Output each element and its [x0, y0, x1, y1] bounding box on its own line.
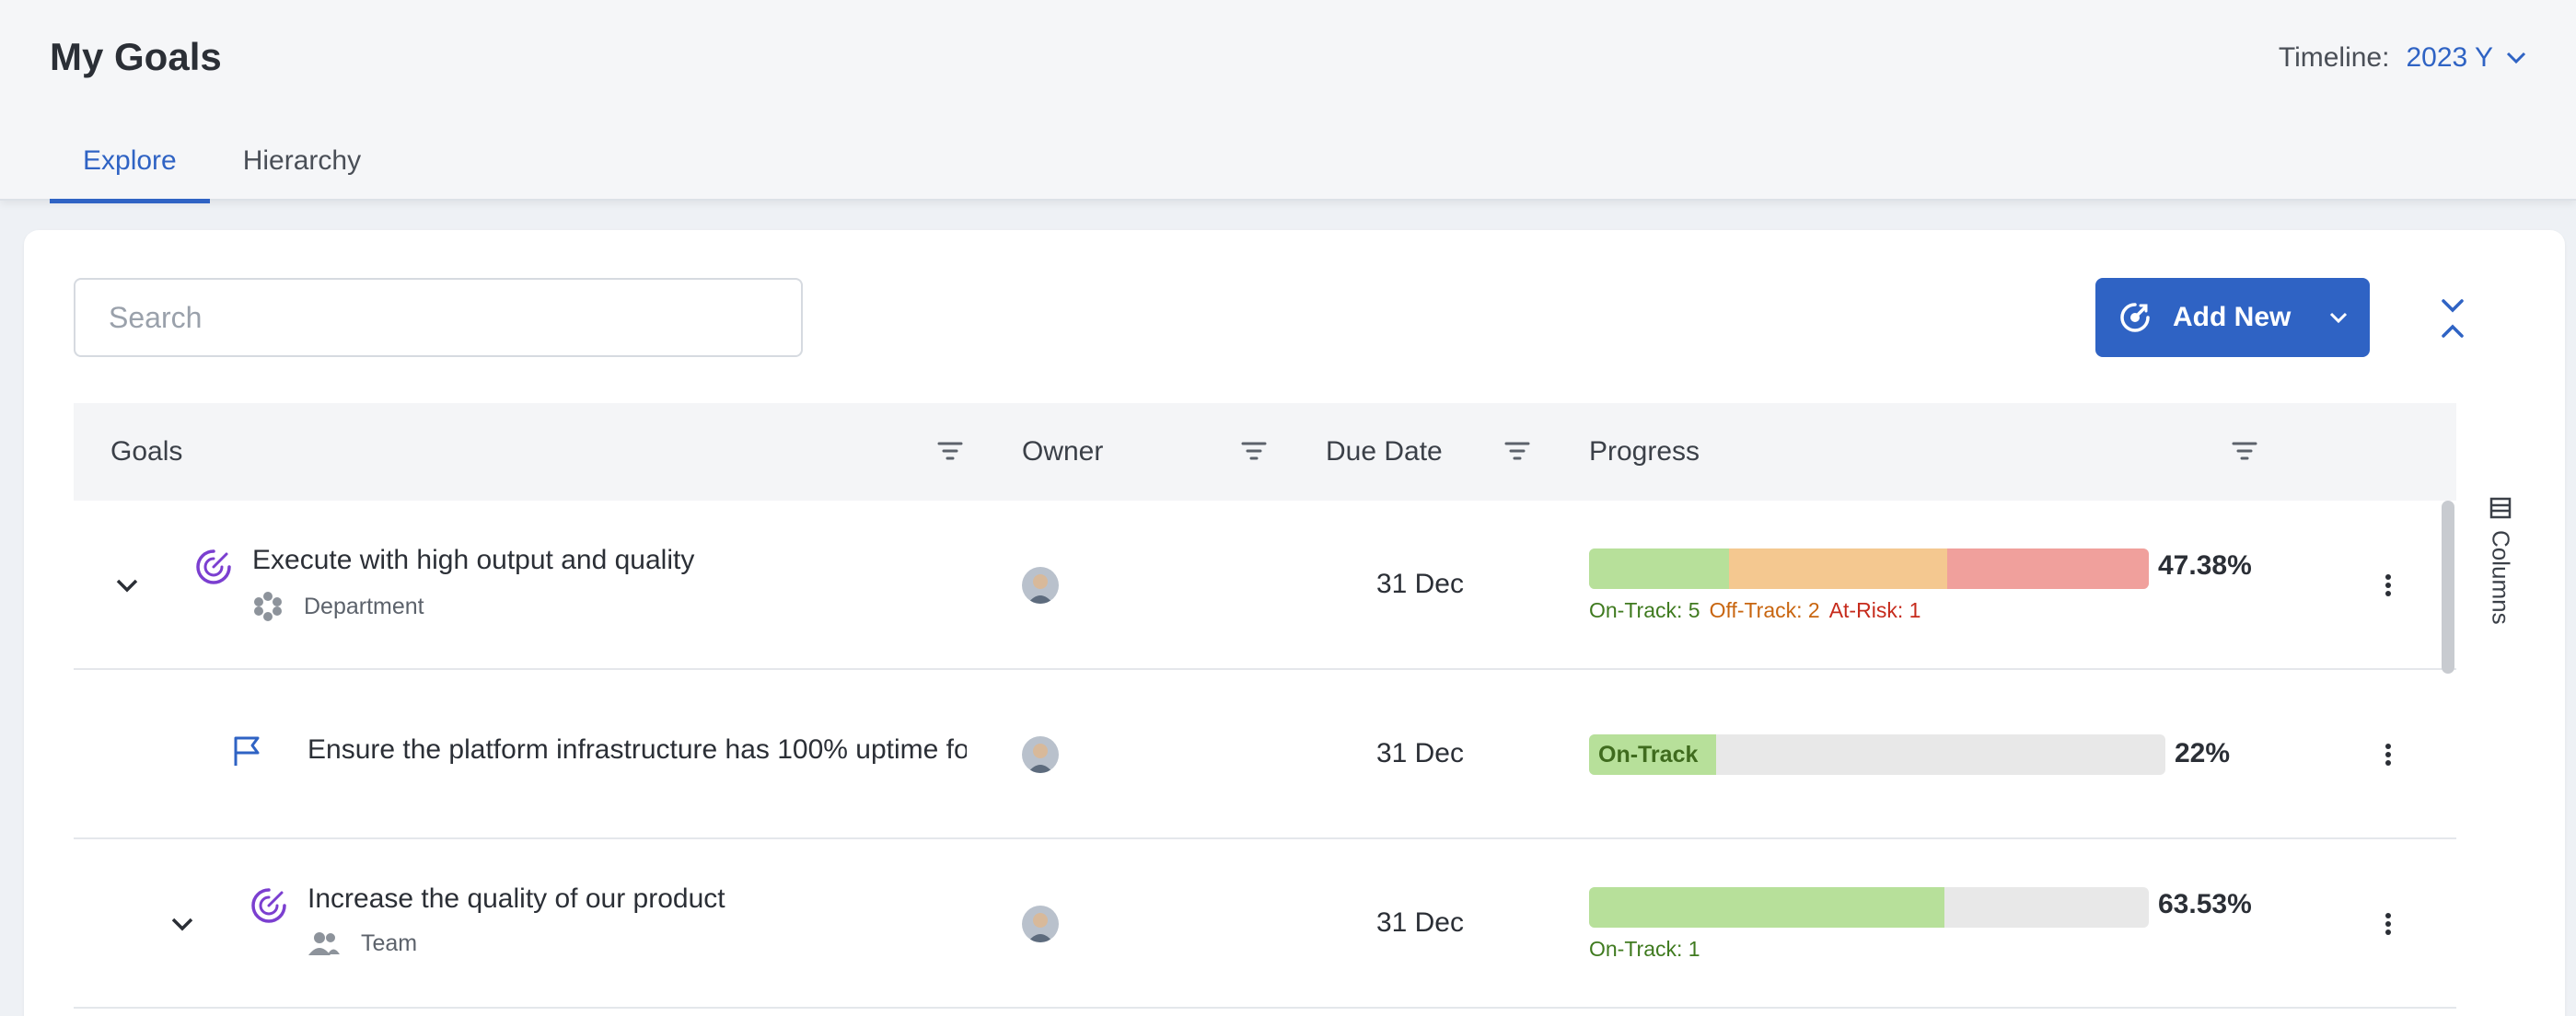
chevron-down-icon [2329, 312, 2348, 323]
progress-segment-on-track: On-Track [1589, 734, 1716, 775]
more-vertical-icon [2385, 744, 2391, 766]
goal-target-icon [251, 888, 286, 923]
progress-bar [1589, 887, 2149, 928]
timeline-value: 2023 Y [2406, 42, 2493, 73]
goal-title[interactable]: Increase the quality of our product [307, 883, 725, 914]
progress-percent: 22% [2175, 738, 2231, 768]
goal-target-icon [196, 549, 231, 584]
row-menu-button[interactable] [2370, 563, 2407, 607]
expand-toggle[interactable] [164, 906, 201, 942]
progress-status-label: On-Track [1598, 741, 1699, 768]
column-header-goals[interactable]: Goals [110, 436, 183, 467]
filter-icon[interactable] [2230, 436, 2259, 466]
due-date: 31 Dec [1375, 907, 1464, 938]
goal-title[interactable]: Ensure the platform infrastructure has 1… [307, 734, 967, 765]
add-new-button[interactable]: Add New [2095, 278, 2370, 357]
avatar[interactable] [1022, 736, 1059, 773]
chevron-down-icon [171, 918, 193, 931]
expand-toggle[interactable] [109, 567, 145, 604]
chevron-down-icon [2506, 52, 2526, 64]
columns-panel-toggle[interactable]: Columns [2473, 497, 2528, 653]
table-row[interactable]: Increase the quality of our product Team… [74, 839, 2456, 1009]
columns-icon [2489, 497, 2512, 519]
collapse-all-button[interactable] [2427, 293, 2478, 344]
table-header: Goals Owner Due Date Progress [74, 403, 2456, 501]
legend-off-track: Off-Track: 2 [1709, 598, 1820, 622]
team-icon [308, 932, 340, 955]
progress-legend: On-Track: 5 Off-Track: 2 At-Risk: 1 [1589, 598, 1920, 623]
columns-label: Columns [2487, 530, 2515, 625]
goal-title[interactable]: Execute with high output and quality [252, 545, 695, 575]
more-vertical-icon [2385, 574, 2391, 596]
legend-on-track: On-Track: 5 [1589, 598, 1700, 622]
due-date: 31 Dec [1375, 569, 1464, 599]
progress-bar: On-Track [1589, 734, 2165, 775]
table-row[interactable]: Execute with high output and quality Dep… [74, 501, 2456, 670]
collapse-all-icon [2442, 299, 2464, 338]
add-goal-icon [2120, 303, 2150, 332]
scrollbar-thumb[interactable] [2442, 501, 2454, 674]
add-new-label: Add New [2173, 302, 2292, 332]
chevron-down-icon [116, 579, 138, 593]
flag-icon [234, 736, 260, 766]
progress-segment-on-track [1589, 548, 1729, 589]
progress-percent: 47.38% [2158, 550, 2252, 581]
progress-percent: 63.53% [2158, 889, 2252, 919]
progress-segment-off-track [1729, 548, 1948, 589]
goal-owner-type: Department [252, 591, 424, 622]
goal-subtitle: Department [304, 593, 424, 619]
filter-icon[interactable] [1503, 436, 1532, 466]
table-row[interactable]: Ensure the platform infrastructure has 1… [74, 670, 2456, 839]
tab-bar: Explore Hierarchy [50, 138, 394, 203]
goal-subtitle: Team [361, 929, 418, 956]
column-header-owner[interactable]: Owner [1022, 436, 1104, 467]
more-vertical-icon [2385, 913, 2391, 935]
page-title: My Goals [50, 35, 222, 78]
goals-card: Add New Goals Owner Due Date Progress [24, 230, 2565, 1016]
column-header-due-date[interactable]: Due Date [1326, 436, 1443, 467]
tab-hierarchy[interactable]: Hierarchy [242, 145, 362, 176]
tab-explore[interactable]: Explore [50, 138, 210, 203]
progress-legend: On-Track: 1 [1589, 937, 1700, 962]
column-header-progress[interactable]: Progress [1589, 436, 1700, 467]
row-menu-button[interactable] [2370, 733, 2407, 777]
progress-segment-on-track [1589, 887, 1945, 928]
timeline-label: Timeline: [2278, 42, 2390, 73]
legend-at-risk: At-Risk: 1 [1828, 598, 1921, 622]
search-input[interactable] [74, 278, 803, 357]
progress-bar [1589, 548, 2149, 589]
progress-segment-at-risk [1947, 548, 2149, 589]
page-header: My Goals Timeline: 2023 Y Explore Hierar… [0, 0, 2576, 203]
due-date: 31 Dec [1375, 738, 1464, 768]
goal-owner-type: Team [307, 929, 417, 957]
timeline-dropdown[interactable]: 2023 Y [2406, 42, 2526, 74]
avatar[interactable] [1022, 567, 1059, 604]
row-menu-button[interactable] [2370, 902, 2407, 946]
avatar[interactable] [1022, 906, 1059, 942]
legend-on-track: On-Track: 1 [1589, 937, 1700, 961]
goals-table: Goals Owner Due Date Progress [74, 403, 2456, 1009]
filter-icon[interactable] [1239, 436, 1269, 466]
department-icon [254, 592, 282, 621]
timeline-selector[interactable]: Timeline: 2023 Y [2279, 42, 2526, 74]
filter-icon[interactable] [935, 436, 965, 466]
